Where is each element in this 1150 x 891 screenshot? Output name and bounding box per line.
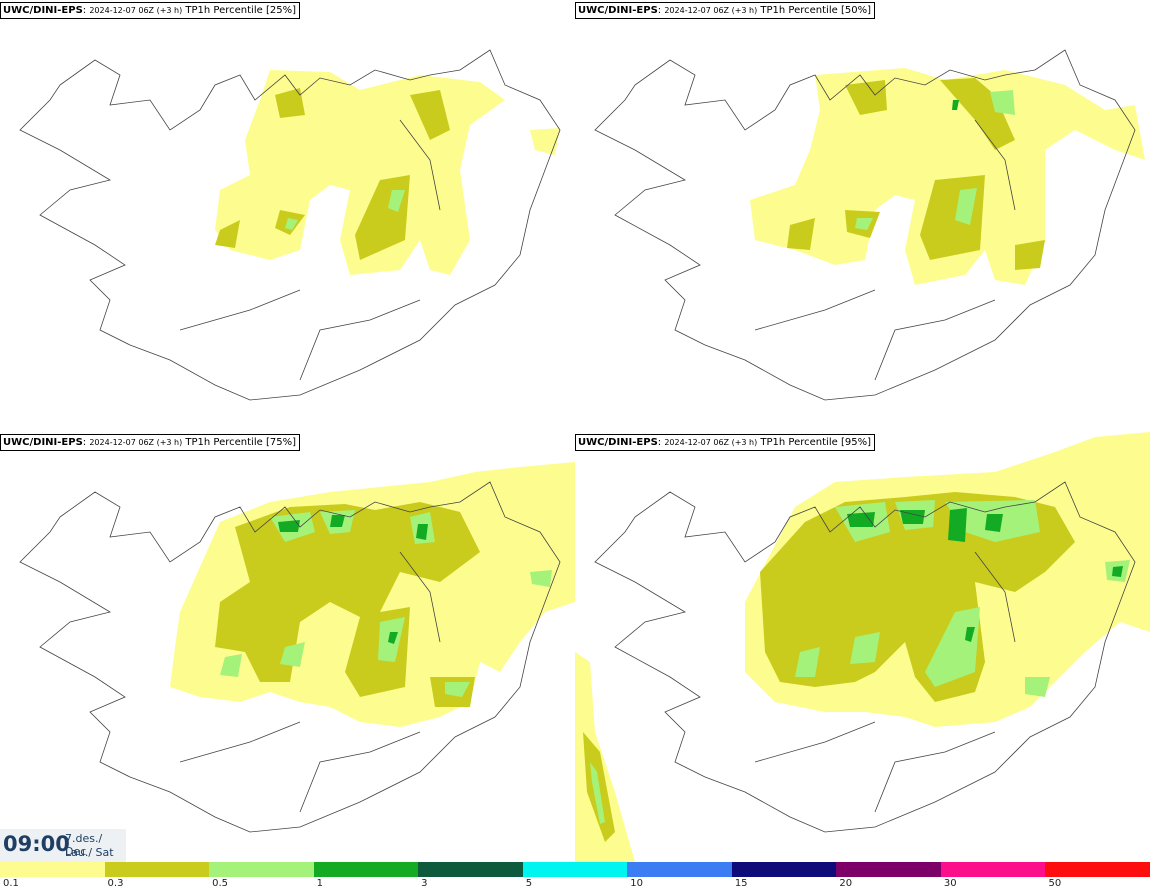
precip-area-0.5 xyxy=(590,762,605,824)
precip-area-0.3 xyxy=(215,88,450,260)
precip-area-0.5 xyxy=(795,500,1130,697)
title-sep: : xyxy=(82,437,90,448)
model-name: UWC/DINI-EPS xyxy=(578,437,658,448)
precip-area-0.5 xyxy=(285,190,405,230)
colorbar-tick-label: 1 xyxy=(316,878,323,889)
precip-area-0.5 xyxy=(220,510,552,697)
map-panel-p95: UWC/DINI-EPS: 2024-12-07 06Z (+3 h) TP1h… xyxy=(575,432,1150,862)
colorbar-swatch xyxy=(104,862,210,877)
precip-area-0.1 xyxy=(530,128,560,155)
map-panel-p25: UWC/DINI-EPS: 2024-12-07 06Z (+3 h) TP1h… xyxy=(0,0,575,430)
run-time: 2024-12-07 06Z (+3 h) xyxy=(89,438,183,447)
precip-area-1 xyxy=(278,515,428,644)
colorbar-swatch xyxy=(522,862,628,877)
field-name: TP1h Percentile [50%] xyxy=(760,5,871,16)
colorbar-swatch xyxy=(940,862,1046,877)
coastline xyxy=(594,481,1136,833)
field-name: TP1h Percentile [95%] xyxy=(760,437,871,448)
precip-layer xyxy=(170,462,575,727)
colorbar-swatch xyxy=(731,862,837,877)
precip-layer xyxy=(575,432,1150,862)
colorbar-swatch xyxy=(418,862,523,877)
coastline xyxy=(19,481,561,833)
precip-area-0.1 xyxy=(575,652,635,862)
colorbar-tick-label: 20 xyxy=(839,878,853,889)
map-panel-p50: UWC/DINI-EPS: 2024-12-07 06Z (+3 h) TP1h… xyxy=(575,0,1150,430)
colorbar-tick-labels: 0.1 0.3 0.5 1 3 5 10 15 20 30 50 xyxy=(0,877,1150,891)
valid-date: 7.des./ Dec xyxy=(65,832,103,858)
colorbar-tick-label: 30 xyxy=(943,878,957,889)
colorbar-tick-label: 0.3 xyxy=(107,878,124,889)
precip-map xyxy=(575,432,1150,862)
precip-colorbar xyxy=(0,862,1150,877)
colorbar-swatch xyxy=(1045,862,1150,877)
precip-area-0.3 xyxy=(215,502,480,707)
title-sep: : xyxy=(657,5,665,16)
title-sep: : xyxy=(657,437,665,448)
panel-title: UWC/DINI-EPS: 2024-12-07 06Z (+3 h) TP1h… xyxy=(575,2,875,19)
coastline xyxy=(19,49,561,401)
colorbar-swatch xyxy=(836,862,941,877)
valid-time: 09:00 xyxy=(3,832,70,856)
valid-time-box: 09:00 7.des./ Dec Lau./ Sat xyxy=(0,829,126,862)
precip-area-0.3 xyxy=(787,78,1045,270)
panel-title: UWC/DINI-EPS: 2024-12-07 06Z (+3 h) TP1h… xyxy=(575,434,875,451)
panel-title: UWC/DINI-EPS: 2024-12-07 06Z (+3 h) TP1h… xyxy=(0,2,300,19)
run-time: 2024-12-07 06Z (+3 h) xyxy=(664,6,758,15)
precip-map xyxy=(19,49,561,401)
colorbar-swatch xyxy=(209,862,314,877)
colorbar-tick-label: 0.1 xyxy=(3,878,19,889)
panel-title: UWC/DINI-EPS: 2024-12-07 06Z (+3 h) TP1h… xyxy=(0,434,300,451)
model-name: UWC/DINI-EPS xyxy=(578,5,658,16)
title-sep: : xyxy=(82,5,90,16)
precip-area-0.5 xyxy=(855,90,1015,230)
field-name: TP1h Percentile [75%] xyxy=(185,437,296,448)
colorbar-tick-label: 15 xyxy=(734,878,748,889)
colorbar-tick-label: 5 xyxy=(525,878,533,889)
colorbar-tick-label: 3 xyxy=(421,878,428,889)
valid-weekday: Lau./ Sat xyxy=(65,846,114,859)
coastline xyxy=(594,49,1136,401)
precip-layer xyxy=(750,68,1145,285)
colorbar-swatch xyxy=(313,862,419,877)
colorbar-tick-label: 0.5 xyxy=(212,878,228,889)
run-time: 2024-12-07 06Z (+3 h) xyxy=(89,6,183,15)
colorbar-swatch xyxy=(627,862,732,877)
colorbar-tick-label: 10 xyxy=(630,878,643,889)
colorbar-swatch xyxy=(0,862,105,877)
precip-map xyxy=(594,49,1145,401)
precip-area-1 xyxy=(952,100,959,110)
precip-layer xyxy=(215,70,560,275)
colorbar-tick-label: 50 xyxy=(1048,878,1062,889)
field-name: TP1h Percentile [25%] xyxy=(185,5,296,16)
run-time: 2024-12-07 06Z (+3 h) xyxy=(664,438,758,447)
model-name: UWC/DINI-EPS xyxy=(3,437,83,448)
precip-map xyxy=(19,462,575,833)
precip-area-0.3 xyxy=(760,492,1075,702)
model-name: UWC/DINI-EPS xyxy=(3,5,83,16)
map-panel-p75: UWC/DINI-EPS: 2024-12-07 06Z (+3 h) TP1h… xyxy=(0,432,575,862)
